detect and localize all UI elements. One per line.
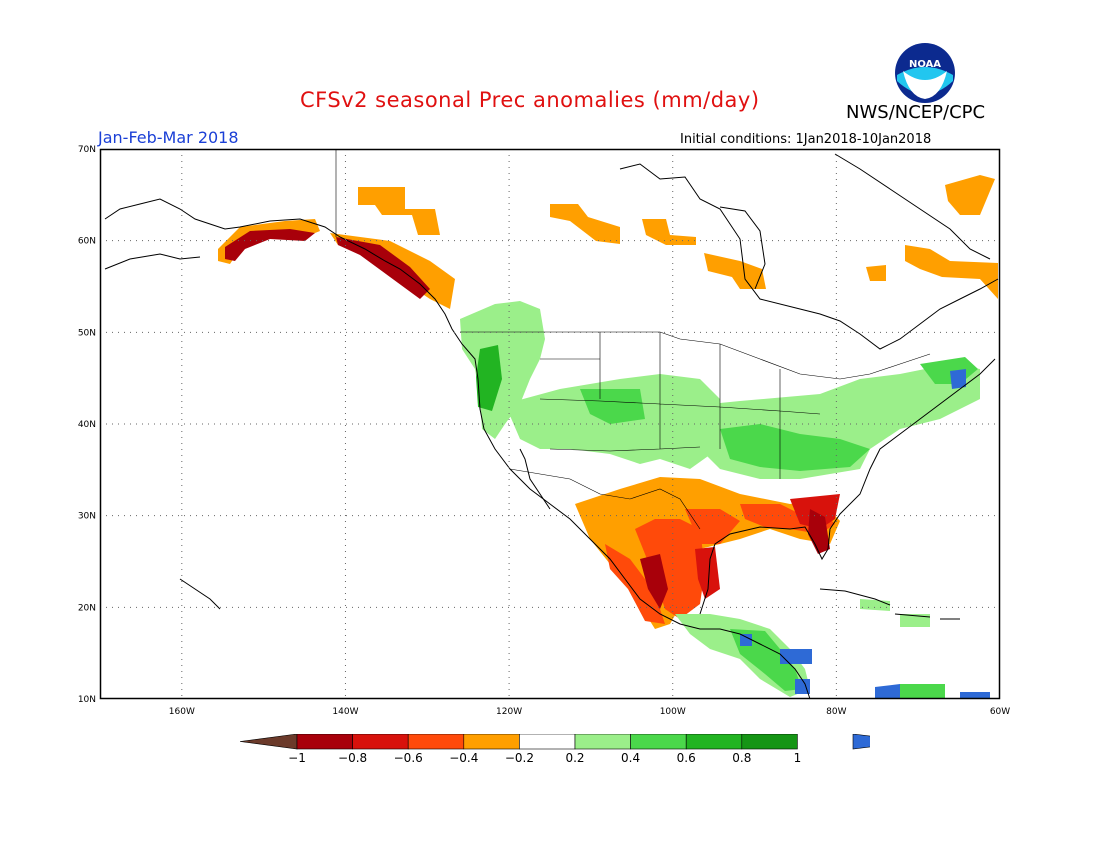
- anomaly-colombia-blue: [875, 684, 900, 699]
- anomaly-labrador-orange: [905, 245, 998, 299]
- anomaly-panama-blue: [795, 679, 810, 694]
- initial-conditions-label: Initial conditions: 1Jan2018-10Jan2018: [680, 132, 932, 147]
- lat-tick-label: 20N: [78, 603, 96, 613]
- legend-swatch: [463, 734, 520, 750]
- state-borders: [539, 332, 821, 479]
- lon-tick-label: 120W: [496, 707, 522, 717]
- lat-tick-label: 70N: [78, 145, 96, 155]
- anomaly-mexico-sw-red: [605, 544, 665, 624]
- anomaly-mexico-darkred: [640, 554, 668, 609]
- baja-peninsula: [519, 448, 551, 510]
- legend-swatch: [352, 734, 409, 750]
- lon-tick-label: 160W: [169, 707, 195, 717]
- anomaly-yukon-orange: [358, 187, 440, 235]
- legend-swatch: [296, 734, 353, 750]
- anomaly-bc-red: [336, 237, 430, 299]
- anomaly-pnw-dark-green: [476, 345, 502, 411]
- anomaly-greenland-orange: [945, 175, 995, 215]
- legend-tick-label: −0.6: [394, 751, 423, 765]
- anomaly-venezuela-green: [900, 684, 945, 699]
- caribbean-islands: [819, 588, 960, 620]
- anomaly-honduras-blue: [740, 634, 752, 646]
- anomaly-louisiana-red: [790, 494, 840, 529]
- lon-tick-label: 80W: [826, 707, 846, 717]
- organization-label: NWS/NCEP/CPC: [846, 102, 986, 123]
- hudson-bay-labrador: [619, 163, 999, 350]
- anomaly-hispaniola-green: [900, 614, 930, 627]
- legend-swatch: [519, 734, 576, 750]
- anomaly-maine-blue: [950, 369, 966, 389]
- lon-tick-label: 140W: [332, 707, 358, 717]
- precip-anomaly-map: 70N 60N 50N 40N 30N 20N 10N 160W 140W 120W 100W 80W…: [78, 145, 1010, 717]
- anomaly-alaska-red: [225, 229, 315, 261]
- legend-swatch: [685, 734, 743, 750]
- legend-swatch: [741, 734, 798, 750]
- lon-tick-label: 100W: [660, 707, 686, 717]
- us-mexico-border: [509, 468, 701, 530]
- coastlines: [104, 153, 999, 700]
- season-label: Jan-Feb-Mar 2018: [98, 128, 239, 147]
- legend-tick-labels: −1 −0.8 −0.6 −0.4 −0.2 0.2 0.4 0.6 0.8 1: [288, 751, 801, 765]
- lat-tick-label: 60N: [78, 237, 96, 247]
- legend-tick-label: −0.2: [505, 751, 534, 765]
- legend-tick-label: 0.2: [565, 751, 584, 765]
- legend-right-arrow: [852, 734, 870, 750]
- legend-swatch: [630, 734, 687, 750]
- anomaly-patches: [218, 175, 998, 699]
- legend-left-arrow: [240, 734, 298, 750]
- legend-tick-label: 0.8: [732, 751, 751, 765]
- pacific-coastline: [104, 198, 811, 700]
- anomaly-nwt-orange: [550, 204, 620, 244]
- logo-text: NOAA: [909, 59, 941, 70]
- borders: [335, 149, 931, 530]
- legend-swatch: [407, 734, 465, 750]
- anomaly-nicaragua-blue: [780, 649, 812, 664]
- legend-tick-label: −0.8: [338, 751, 367, 765]
- anomaly-quebec-orange: [866, 265, 886, 281]
- lat-tick-label: 40N: [78, 420, 96, 430]
- anomaly-florida-darkred: [808, 509, 830, 554]
- anomaly-rockies-green: [580, 389, 645, 424]
- noaa-logo: NOAA: [895, 43, 955, 103]
- axis-labels: 70N 60N 50N 40N 30N 20N 10N 160W 140W 120W 100W 80W…: [78, 145, 1010, 717]
- legend-tick-label: 0.6: [677, 751, 696, 765]
- logo-bird-shape: [903, 71, 947, 99]
- hudson-bay-west: [719, 206, 766, 290]
- legend-tick-label: −0.4: [449, 751, 478, 765]
- grid-lines: [100, 149, 1000, 699]
- lon-tick-label: 60W: [990, 707, 1010, 717]
- anomaly-nunavut-orange: [642, 219, 696, 245]
- color-legend: −1 −0.8 −0.6 −0.4 −0.2 0.2 0.4 0.6 0.8 1: [240, 734, 870, 765]
- lat-tick-label: 30N: [78, 512, 96, 522]
- chart-title: CFSv2 seasonal Prec anomalies (mm/day): [300, 88, 760, 112]
- legend-swatch: [574, 734, 631, 750]
- legend-tick-label: −1: [288, 751, 306, 765]
- hawaii-islands: [179, 578, 221, 610]
- lat-tick-label: 50N: [78, 328, 96, 338]
- anomaly-hudson-orange: [704, 253, 766, 289]
- legend-swatches: [240, 734, 870, 750]
- anomaly-texas-coast-red: [695, 547, 720, 599]
- anomaly-ohio-valley-green: [720, 424, 870, 471]
- baffin-coast: [834, 153, 991, 260]
- anomaly-cuba-green: [860, 599, 890, 611]
- lat-tick-label: 10N: [78, 695, 96, 705]
- us-canada-border: [460, 331, 931, 380]
- atlantic-coastline: [699, 358, 996, 615]
- anomaly-mexico-interior-red: [635, 519, 705, 619]
- map-border: [99, 148, 1001, 700]
- legend-tick-label: 0.4: [621, 751, 640, 765]
- anomaly-texas-red: [685, 509, 740, 544]
- alaska-west-coast: [104, 253, 201, 270]
- anomaly-east-coast-blue: [960, 692, 990, 699]
- legend-tick-label: 1: [794, 751, 802, 765]
